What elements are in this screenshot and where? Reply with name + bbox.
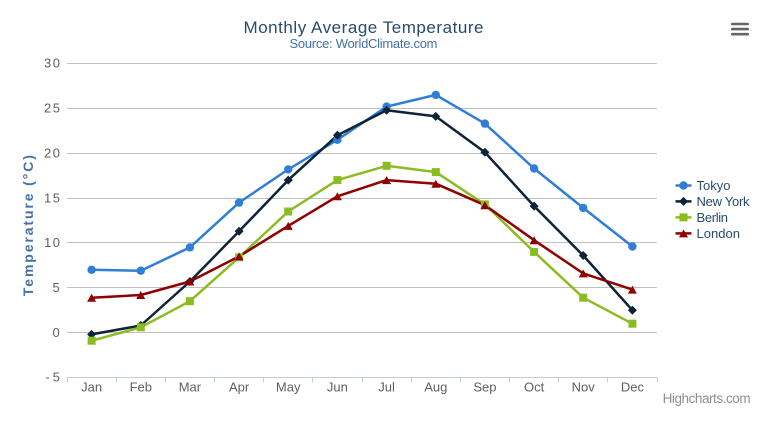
svg-text:Sep: Sep — [473, 380, 496, 395]
svg-text:Apr: Apr — [229, 380, 250, 395]
svg-text:Aug: Aug — [424, 380, 447, 395]
svg-text:Jul: Jul — [378, 380, 395, 395]
svg-text:Source: WorldClimate.com: Source: WorldClimate.com — [290, 36, 438, 51]
svg-text:London: London — [697, 226, 741, 241]
svg-text:New York: New York — [697, 194, 751, 209]
svg-text:25: 25 — [44, 101, 60, 116]
svg-text:Temperature (°C): Temperature (°C) — [20, 155, 36, 296]
svg-text:Nov: Nov — [572, 380, 596, 395]
svg-text:5: 5 — [52, 280, 59, 295]
svg-text:Oct: Oct — [524, 380, 545, 395]
svg-text:20: 20 — [44, 145, 60, 160]
svg-text:May: May — [276, 380, 301, 395]
svg-text:Berlin: Berlin — [697, 210, 729, 225]
svg-text:Tokyo: Tokyo — [697, 178, 731, 193]
svg-text:0: 0 — [52, 325, 59, 340]
svg-text:Jun: Jun — [327, 380, 348, 395]
svg-text:Feb: Feb — [130, 380, 152, 395]
svg-text:15: 15 — [44, 190, 60, 205]
svg-text:Dec: Dec — [621, 380, 645, 395]
svg-text:Mar: Mar — [179, 380, 202, 395]
svg-text:30: 30 — [44, 56, 60, 71]
svg-text:-5: -5 — [45, 370, 60, 385]
svg-text:Highcharts.com: Highcharts.com — [663, 391, 751, 406]
svg-text:Jan: Jan — [81, 380, 102, 395]
svg-text:10: 10 — [44, 235, 60, 250]
svg-text:Monthly Average Temperature: Monthly Average Temperature — [244, 18, 484, 37]
